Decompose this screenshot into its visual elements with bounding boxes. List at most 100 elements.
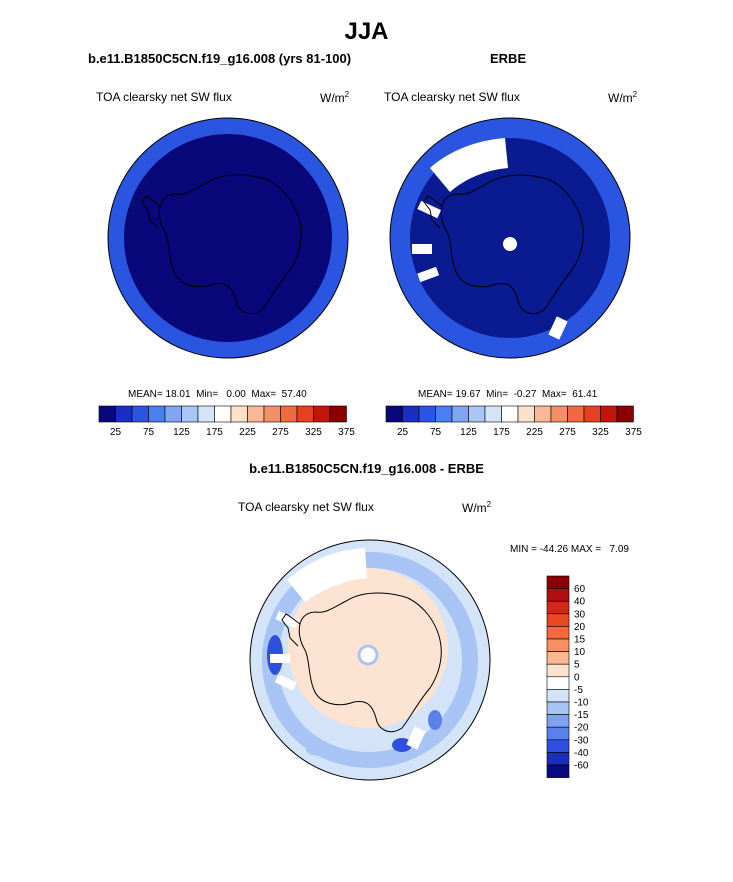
colorbar-swatch — [546, 588, 570, 602]
colorbar-swatch — [534, 405, 552, 423]
colorbar-swatch — [402, 405, 420, 423]
colorbar-swatch — [517, 405, 535, 423]
colorbar-swatch — [546, 714, 570, 728]
diff-missing-patch — [274, 674, 297, 691]
colorbar-tick-label: 25 — [397, 427, 409, 438]
colorbar-swatch — [546, 689, 570, 703]
colorbar-swatch — [263, 405, 281, 423]
model-antarctica-coastline — [158, 174, 302, 315]
colorbar-swatch — [546, 739, 570, 753]
colorbar-tick-label: 0 — [574, 672, 580, 683]
colorbar-tick-label: -20 — [574, 723, 589, 734]
obs-units-label: W/m2 — [608, 90, 638, 105]
colorbar-swatch — [484, 405, 502, 423]
colorbar-swatch — [546, 575, 570, 589]
colorbar-swatch — [131, 405, 149, 423]
colorbar-tick-label: 60 — [574, 584, 586, 595]
colorbar-tick-label: 10 — [574, 647, 586, 658]
colorbar-tick-label: -15 — [574, 710, 589, 721]
colorbar-swatch — [600, 405, 618, 423]
difference-variable-label: TOA clearsky net SW flux — [238, 500, 374, 514]
colorbar-tick-label: 325 — [305, 427, 322, 438]
colorbar-swatch — [313, 405, 331, 423]
model-peninsula-coastline — [141, 195, 161, 229]
colorbar-tick-label: -30 — [574, 735, 589, 746]
obs-antarctica-coastline — [440, 174, 584, 315]
obs-case-title: ERBE — [490, 51, 527, 66]
colorbar-tick-label: 20 — [574, 622, 586, 633]
colorbar-tick-label: 75 — [430, 427, 442, 438]
colorbar-swatch — [451, 405, 469, 423]
obs-missing-patch — [417, 266, 440, 283]
difference-stats: MIN = -44.26 MAX = 7.09 — [510, 544, 629, 555]
colorbar-swatch — [247, 405, 265, 423]
colorbar-swatch — [418, 405, 436, 423]
model-units-label: W/m2 — [320, 90, 350, 105]
colorbar-tick-label: 375 — [338, 427, 355, 438]
model-stats: MEAN= 18.01 Min= 0.00 Max= 57.40 — [128, 389, 307, 400]
model-case-title: b.e11.B1850C5CN.f19_g16.008 (yrs 81-100) — [88, 51, 352, 66]
colorbar-tick-label: -60 — [574, 761, 589, 772]
diff-strong-patch — [428, 710, 442, 730]
colorbar-swatch — [230, 405, 248, 423]
obs-colorbar: 25 75 125 175 225 275 325 375 — [385, 405, 642, 438]
colorbar-swatch — [546, 651, 570, 665]
colorbar-tick-label: 275 — [272, 427, 289, 438]
colorbar-tick-label: -40 — [574, 748, 589, 759]
diff-missing-patch — [275, 610, 300, 629]
colorbar-swatch — [546, 726, 570, 741]
colorbar-tick-label: 5 — [574, 660, 580, 671]
colorbar-swatch — [546, 663, 570, 678]
colorbar-tick-label: 30 — [574, 609, 586, 620]
colorbar-tick-label: 375 — [625, 427, 642, 438]
diff-strong-patch — [392, 738, 412, 752]
colorbar-tick-label: 75 — [143, 427, 155, 438]
colorbar-swatch — [385, 405, 403, 423]
colorbar-swatch — [98, 405, 116, 423]
obs-peninsula-coastline — [423, 195, 443, 229]
colorbar-tick-label: -5 — [574, 685, 583, 696]
colorbar-tick-label: 175 — [206, 427, 223, 438]
colorbar-swatch — [501, 405, 519, 423]
diff-missing-patch — [270, 654, 290, 663]
difference-units-label: W/m2 — [462, 500, 492, 515]
diff-antarctica-coastline — [298, 592, 442, 733]
colorbar-tick-label: 325 — [592, 427, 609, 438]
colorbar-swatch — [616, 405, 634, 423]
colorbar-swatch — [546, 764, 570, 778]
diff-missing-patch — [406, 726, 426, 750]
colorbar-tick-label: 15 — [574, 635, 586, 646]
diff-peninsula-coastline — [281, 613, 301, 647]
season-title: JJA — [344, 18, 389, 45]
colorbar-swatch — [546, 600, 570, 615]
difference-title: b.e11.B1850C5CN.f19_g16.008 - ERBE — [249, 461, 484, 476]
colorbar-swatch — [550, 405, 568, 423]
colorbar-swatch — [148, 405, 166, 423]
colorbar-tick-label: 25 — [110, 427, 122, 438]
colorbar-swatch — [115, 405, 133, 423]
colorbar-swatch — [329, 405, 347, 423]
colorbar-swatch — [546, 626, 570, 640]
colorbar-tick-label: 40 — [574, 597, 586, 608]
model-polar-map — [107, 117, 349, 359]
diff-strong-patch — [306, 744, 334, 756]
obs-missing-patch — [548, 316, 568, 340]
colorbar-swatch — [567, 405, 585, 423]
obs-missing-patch — [412, 244, 432, 254]
colorbar-swatch — [583, 405, 601, 423]
obs-pole-hole — [503, 237, 517, 251]
colorbar-swatch — [280, 405, 298, 423]
colorbar-swatch — [214, 405, 232, 423]
colorbar-swatch — [197, 405, 215, 423]
colorbar-tick-label: -10 — [574, 698, 589, 709]
colorbar-swatch — [546, 638, 570, 652]
colorbar-swatch — [546, 752, 570, 766]
obs-polar-map — [389, 117, 631, 359]
colorbar-swatch — [546, 676, 570, 690]
model-variable-label: TOA clearsky net SW flux — [96, 90, 232, 104]
model-colorbar: 25 75 125 175 225 275 325 375 — [98, 405, 355, 438]
difference-polar-map — [249, 539, 491, 781]
diff-missing-sector — [287, 548, 367, 602]
obs-variable-label: TOA clearsky net SW flux — [384, 90, 520, 104]
